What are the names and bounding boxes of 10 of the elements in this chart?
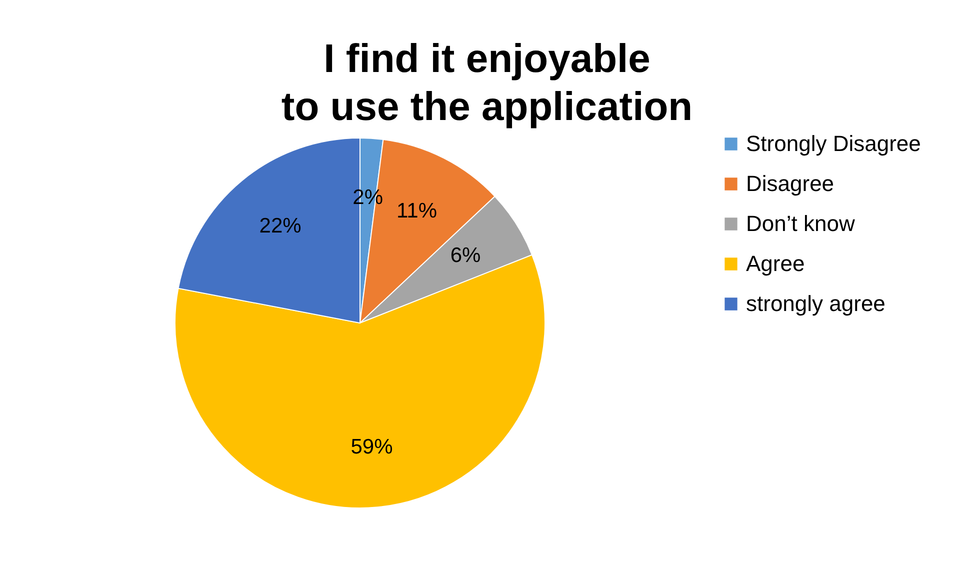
legend-label: Agree [746, 251, 805, 276]
data-label: 11% [396, 200, 437, 223]
legend-label: strongly agree [746, 291, 886, 316]
data-label: 6% [450, 244, 481, 268]
data-label: 22% [259, 214, 302, 238]
legend-label: Don’t know [746, 211, 855, 236]
legend-label: Disagree [746, 171, 834, 196]
data-label: 59% [350, 435, 393, 458]
legend-label: Strongly Disagree [746, 131, 921, 156]
chart-title: I find it enjoyable to use the application [281, 37, 693, 129]
